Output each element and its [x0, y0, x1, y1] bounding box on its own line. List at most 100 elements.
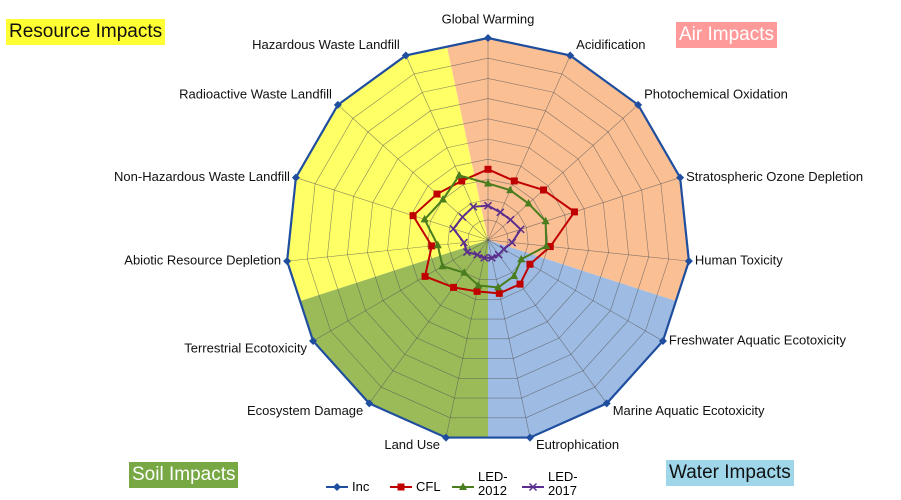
marker [484, 165, 492, 173]
marker [658, 337, 667, 345]
marker [517, 254, 526, 263]
region-sector [488, 240, 676, 438]
series [283, 34, 693, 442]
grid-ring [447, 199, 529, 280]
spoke [487, 239, 689, 262]
marker [460, 268, 469, 276]
marker [480, 253, 489, 262]
category-label: Land Use [384, 437, 440, 452]
marker [516, 280, 524, 288]
marker [455, 170, 464, 179]
marker [483, 201, 493, 210]
spoke [487, 239, 607, 404]
marker [433, 240, 442, 249]
marker [291, 173, 300, 182]
category-label: Eutrophication [536, 437, 619, 452]
marker [438, 194, 447, 203]
marker [526, 260, 534, 268]
grid-ring [387, 138, 589, 340]
series-line [411, 168, 576, 295]
category-label: Human Toxicity [695, 253, 783, 268]
marker [442, 433, 451, 442]
spoke [487, 55, 571, 241]
legend-marker [528, 482, 538, 492]
region-label: Water Impacts [666, 460, 794, 486]
grid-ring [347, 98, 629, 379]
marker [494, 282, 503, 291]
category-label: Hazardous Waste Landfill [252, 37, 400, 52]
category-label: Radioactive Waste Landfill [179, 86, 332, 101]
marker [333, 100, 342, 109]
spoke [487, 239, 531, 438]
spoke [287, 239, 489, 262]
marker [496, 208, 505, 217]
category-label: Ecosystem Damage [247, 403, 363, 418]
marker [602, 399, 611, 408]
marker [676, 173, 685, 182]
marker [428, 242, 436, 250]
marker [524, 199, 533, 207]
marker [508, 238, 517, 247]
spoke [445, 239, 489, 438]
grid-ring [326, 78, 650, 399]
legend-label: CFL [416, 479, 441, 494]
marker [365, 399, 374, 408]
marker [473, 250, 482, 259]
series-line [423, 174, 548, 289]
grid-ring [367, 118, 609, 359]
series-line [452, 204, 522, 259]
marker [433, 190, 441, 198]
marker [541, 216, 550, 225]
marker [458, 177, 466, 185]
marker [542, 241, 551, 250]
category-label: Photochemical Oxidation [644, 86, 788, 101]
marker [458, 212, 467, 222]
marker [525, 433, 534, 442]
spoke [369, 239, 489, 404]
grid-ring [306, 57, 670, 419]
series-line [285, 36, 691, 439]
legend-label: LED-2012 [478, 469, 508, 498]
legend-label: Inc [352, 479, 370, 494]
marker [570, 208, 578, 216]
category-label: Acidification [576, 37, 645, 52]
marker [469, 202, 478, 211]
marker [484, 34, 492, 42]
spoke [405, 55, 489, 241]
marker [546, 243, 554, 251]
region-label: Air Impacts [676, 22, 778, 48]
marker [401, 51, 410, 60]
marker [684, 257, 693, 266]
legend-label: LED-2017 [548, 469, 578, 498]
marker [438, 261, 447, 270]
marker [309, 337, 318, 345]
spoke [487, 239, 664, 342]
marker [409, 212, 417, 220]
marker [462, 248, 472, 257]
marker [494, 250, 503, 259]
spoke [295, 177, 489, 241]
marker [510, 177, 518, 185]
category-label: Marine Aquatic Ecotoxicity [613, 403, 765, 418]
category-label: Abiotic Resource Depletion [124, 253, 281, 268]
category-label: Terrestrial Ecotoxicity [184, 340, 307, 355]
marker [449, 224, 458, 233]
marker [495, 289, 503, 297]
grid-ring [427, 179, 549, 300]
category-label: Freshwater Aquatic Ecotoxicity [669, 332, 847, 347]
region-sector [287, 46, 488, 302]
legend-marker [397, 483, 405, 491]
marker [506, 185, 515, 194]
legend-marker [333, 483, 341, 491]
series [420, 170, 551, 291]
marker [474, 280, 483, 289]
marker [459, 238, 468, 247]
region-label: Soil Impacts [129, 462, 239, 488]
legend-marker [459, 482, 467, 490]
spoke [312, 239, 489, 342]
marker [516, 225, 525, 234]
marker [283, 257, 292, 266]
region-label: Resource Impacts [6, 19, 166, 45]
